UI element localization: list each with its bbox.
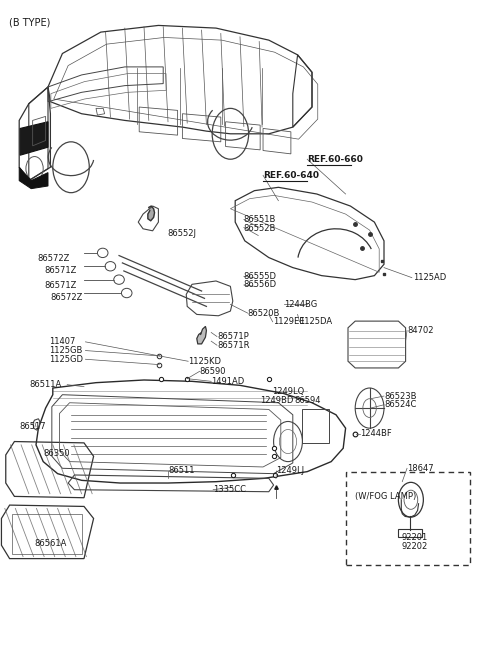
Text: 86511A: 86511A [30, 380, 62, 389]
Text: REF.60-660: REF.60-660 [307, 155, 363, 164]
Text: 86511: 86511 [168, 466, 194, 476]
Text: 1335CC: 1335CC [213, 485, 246, 494]
Text: 1249LJ: 1249LJ [276, 466, 305, 476]
Text: 1249LQ: 1249LQ [272, 387, 304, 396]
Text: 86572Z: 86572Z [37, 254, 70, 263]
Text: 86523B: 86523B [384, 391, 417, 401]
Text: 86590: 86590 [200, 367, 226, 376]
Polygon shape [20, 122, 48, 155]
Text: 86571P: 86571P [217, 332, 249, 341]
Text: (B TYPE): (B TYPE) [9, 17, 50, 27]
Polygon shape [148, 206, 155, 221]
Text: 86572Z: 86572Z [50, 293, 83, 302]
Text: 1125KD: 1125KD [188, 357, 221, 366]
Text: 86571Z: 86571Z [44, 266, 76, 275]
Text: 84702: 84702 [407, 326, 433, 335]
Text: 1244BG: 1244BG [284, 300, 317, 309]
Text: 1125GB: 1125GB [49, 346, 83, 355]
Text: 1249BD: 1249BD [260, 396, 294, 405]
Text: 86517: 86517 [19, 422, 46, 432]
Text: 1125DA: 1125DA [300, 317, 333, 326]
Text: 86551B: 86551B [244, 215, 276, 224]
Bar [302, 409, 329, 443]
Text: 11407: 11407 [49, 337, 75, 347]
Text: 92201: 92201 [401, 533, 428, 543]
Text: 86571Z: 86571Z [44, 281, 76, 290]
Text: 86552B: 86552B [244, 223, 276, 233]
Polygon shape [197, 326, 206, 344]
Text: (W/FOG LAMP): (W/FOG LAMP) [355, 492, 417, 501]
Text: 86594: 86594 [295, 396, 321, 405]
Text: 1129EE: 1129EE [273, 317, 304, 326]
Text: 86555D: 86555D [244, 272, 277, 281]
Text: 86520B: 86520B [248, 308, 280, 318]
Text: 86350: 86350 [43, 449, 70, 458]
Bar [398, 529, 422, 537]
Text: 92202: 92202 [401, 542, 428, 551]
Polygon shape [19, 167, 48, 189]
Text: 1244BF: 1244BF [360, 429, 392, 438]
Text: 86561A: 86561A [35, 539, 67, 548]
Text: 1125AD: 1125AD [413, 273, 446, 282]
Text: 18647: 18647 [407, 464, 433, 473]
Text: 86552J: 86552J [167, 229, 196, 238]
Text: 86556D: 86556D [244, 280, 277, 290]
Text: REF.60-640: REF.60-640 [263, 171, 319, 180]
Text: 86524C: 86524C [384, 400, 416, 409]
Text: 86571R: 86571R [217, 341, 250, 350]
Text: 1125GD: 1125GD [49, 355, 83, 364]
Text: 1491AD: 1491AD [211, 377, 244, 386]
